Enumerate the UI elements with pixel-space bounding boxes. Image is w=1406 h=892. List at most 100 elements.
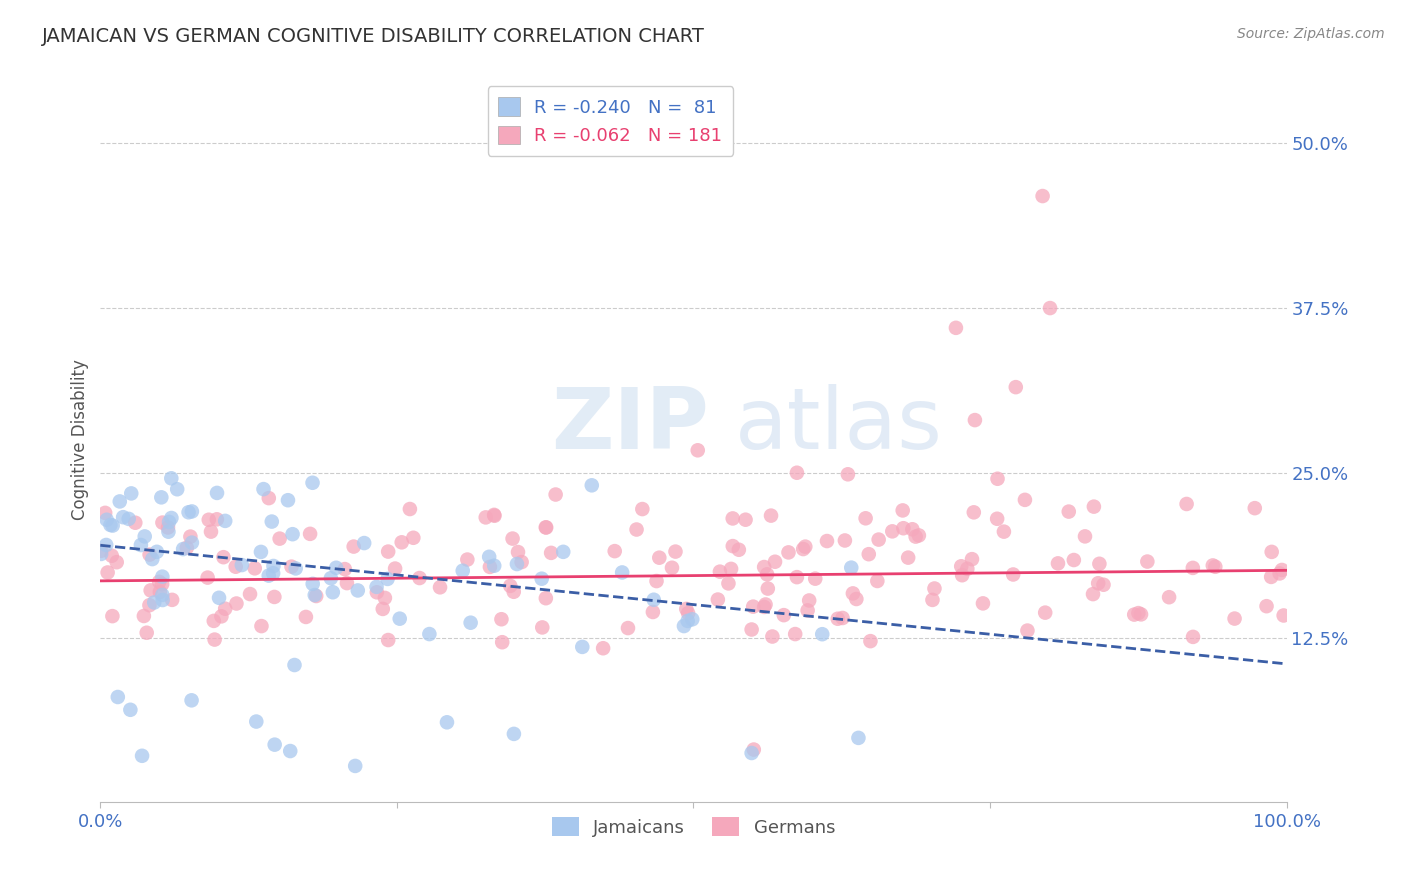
Point bbox=[1128, 606, 1150, 620]
Point bbox=[319, 571, 342, 585]
Point bbox=[786, 570, 808, 584]
Point bbox=[166, 482, 188, 496]
Point bbox=[1260, 545, 1282, 559]
Point bbox=[135, 625, 157, 640]
Point bbox=[214, 601, 236, 615]
Point bbox=[245, 714, 267, 729]
Point bbox=[278, 744, 301, 758]
Point bbox=[436, 715, 458, 730]
Point bbox=[1017, 624, 1039, 638]
Point bbox=[842, 586, 865, 600]
Point bbox=[205, 486, 228, 500]
Point bbox=[120, 703, 142, 717]
Point bbox=[1256, 599, 1278, 614]
Point bbox=[257, 568, 280, 582]
Point bbox=[868, 533, 890, 547]
Point bbox=[1088, 557, 1111, 571]
Point bbox=[792, 542, 814, 557]
Point bbox=[648, 550, 671, 565]
Point bbox=[269, 532, 291, 546]
Point bbox=[152, 516, 174, 530]
Point bbox=[156, 520, 179, 534]
Point bbox=[785, 627, 807, 641]
Point bbox=[129, 538, 152, 552]
Point bbox=[845, 592, 868, 607]
Point bbox=[484, 508, 506, 523]
Point bbox=[197, 571, 219, 585]
Point bbox=[645, 574, 668, 588]
Point bbox=[94, 506, 117, 520]
Point bbox=[681, 612, 703, 626]
Point bbox=[721, 511, 744, 525]
Point bbox=[1271, 563, 1294, 577]
Point bbox=[200, 524, 222, 539]
Point bbox=[721, 539, 744, 553]
Point bbox=[205, 512, 228, 526]
Point bbox=[1159, 590, 1181, 604]
Point bbox=[1130, 607, 1153, 622]
Point bbox=[1272, 608, 1295, 623]
Point bbox=[1039, 301, 1062, 315]
Point bbox=[283, 658, 305, 673]
Point bbox=[675, 602, 697, 616]
Point bbox=[107, 690, 129, 704]
Point bbox=[707, 592, 730, 607]
Point bbox=[139, 583, 162, 598]
Point bbox=[491, 612, 513, 626]
Point bbox=[617, 621, 640, 635]
Point bbox=[388, 612, 411, 626]
Point bbox=[231, 558, 253, 572]
Point bbox=[180, 535, 202, 549]
Point bbox=[295, 610, 318, 624]
Point bbox=[118, 512, 141, 526]
Point bbox=[676, 606, 699, 620]
Point bbox=[402, 531, 425, 545]
Point bbox=[858, 547, 880, 561]
Point bbox=[120, 486, 142, 500]
Point bbox=[138, 548, 160, 562]
Point bbox=[176, 541, 198, 555]
Point bbox=[502, 532, 524, 546]
Point bbox=[150, 491, 173, 505]
Point bbox=[346, 583, 368, 598]
Point bbox=[831, 611, 853, 625]
Point bbox=[280, 559, 302, 574]
Point bbox=[756, 582, 779, 596]
Point bbox=[322, 585, 344, 599]
Point bbox=[901, 522, 924, 536]
Point bbox=[299, 526, 322, 541]
Point bbox=[581, 478, 603, 492]
Point bbox=[377, 572, 399, 586]
Point bbox=[759, 508, 782, 523]
Point bbox=[643, 592, 665, 607]
Text: atlas: atlas bbox=[735, 384, 943, 467]
Point bbox=[676, 614, 699, 628]
Point bbox=[761, 630, 783, 644]
Point bbox=[263, 738, 285, 752]
Point bbox=[305, 589, 328, 603]
Point bbox=[148, 574, 170, 589]
Point bbox=[482, 508, 505, 522]
Point bbox=[451, 564, 474, 578]
Point bbox=[837, 467, 859, 482]
Point bbox=[804, 572, 827, 586]
Point bbox=[243, 561, 266, 575]
Point bbox=[848, 731, 870, 745]
Point bbox=[921, 593, 943, 607]
Point bbox=[855, 511, 877, 525]
Point bbox=[197, 513, 219, 527]
Point bbox=[741, 746, 763, 760]
Point bbox=[262, 566, 284, 581]
Point bbox=[754, 598, 776, 612]
Point bbox=[534, 520, 557, 534]
Point bbox=[208, 591, 231, 605]
Point bbox=[908, 528, 931, 542]
Point bbox=[963, 505, 986, 519]
Point bbox=[1033, 606, 1056, 620]
Point bbox=[460, 615, 482, 630]
Point bbox=[1175, 497, 1198, 511]
Point bbox=[571, 640, 593, 654]
Point bbox=[661, 560, 683, 574]
Point bbox=[882, 524, 904, 539]
Point bbox=[134, 529, 156, 543]
